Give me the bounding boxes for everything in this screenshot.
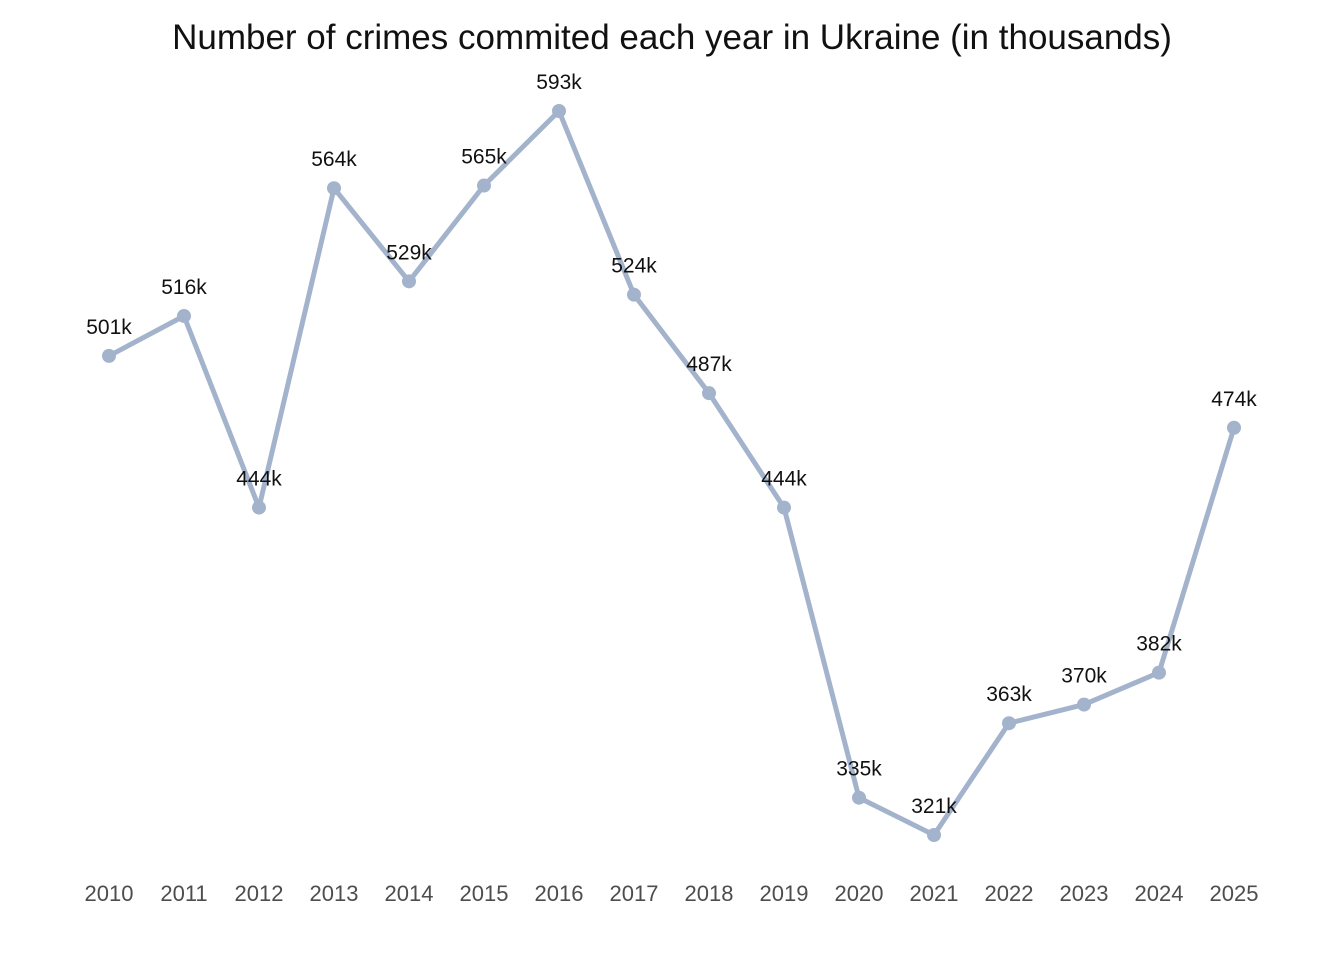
- data-label-2018: 487k: [686, 353, 732, 376]
- data-label-2012: 444k: [236, 468, 282, 491]
- x-tick-label-2010: 2010: [85, 881, 134, 906]
- data-label-2016: 593k: [536, 71, 582, 94]
- x-tick-label-2017: 2017: [610, 881, 659, 906]
- data-point-2023: [1077, 697, 1091, 712]
- data-point-2014: [402, 274, 416, 289]
- data-label-2015: 565k: [461, 146, 507, 169]
- data-point-2020: [852, 790, 866, 805]
- data-point-2021: [927, 828, 941, 842]
- data-point-2012: [252, 500, 266, 515]
- data-label-2022: 363k: [986, 683, 1032, 706]
- x-tick-label-2019: 2019: [760, 881, 809, 906]
- x-tick-label-2014: 2014: [385, 881, 434, 906]
- data-point-2022: [1002, 716, 1016, 731]
- data-point-2016: [552, 104, 566, 118]
- data-label-2023: 370k: [1061, 665, 1107, 688]
- data-label-2024: 382k: [1136, 633, 1182, 656]
- x-tick-label-2025: 2025: [1210, 881, 1259, 906]
- x-tick-label-2011: 2011: [160, 881, 207, 906]
- data-label-2010: 501k: [86, 316, 132, 339]
- x-tick-label-2012: 2012: [235, 881, 284, 906]
- x-tick-label-2018: 2018: [685, 881, 734, 906]
- data-label-2025: 474k: [1211, 388, 1257, 411]
- x-tick-label-2024: 2024: [1135, 881, 1184, 906]
- data-point-2018: [702, 386, 716, 401]
- data-point-2025: [1227, 420, 1241, 435]
- data-label-2014: 529k: [386, 241, 432, 264]
- x-tick-label-2016: 2016: [535, 881, 584, 906]
- data-point-2013: [327, 181, 341, 196]
- x-tick-label-2021: 2021: [910, 881, 959, 906]
- data-label-2021: 321k: [911, 795, 957, 818]
- x-tick-label-2020: 2020: [835, 881, 884, 906]
- data-point-2011: [177, 308, 191, 323]
- x-tick-label-2023: 2023: [1060, 881, 1109, 906]
- data-point-2010: [102, 348, 116, 363]
- x-tick-label-2015: 2015: [460, 881, 509, 906]
- x-tick-label-2022: 2022: [985, 881, 1034, 906]
- chart-title: Number of crimes commited each year in U…: [172, 18, 1172, 57]
- data-point-2024: [1152, 665, 1166, 680]
- x-tick-label-2013: 2013: [310, 881, 359, 906]
- data-label-2011: 516k: [161, 276, 207, 299]
- data-label-2020: 335k: [836, 758, 882, 781]
- data-point-2019: [777, 500, 791, 515]
- data-label-2013: 564k: [311, 148, 357, 171]
- data-point-2015: [477, 178, 491, 193]
- data-label-2019: 444k: [761, 468, 807, 491]
- data-label-2017: 524k: [611, 255, 657, 278]
- series-line: [106, 108, 1237, 838]
- data-point-2017: [627, 287, 641, 302]
